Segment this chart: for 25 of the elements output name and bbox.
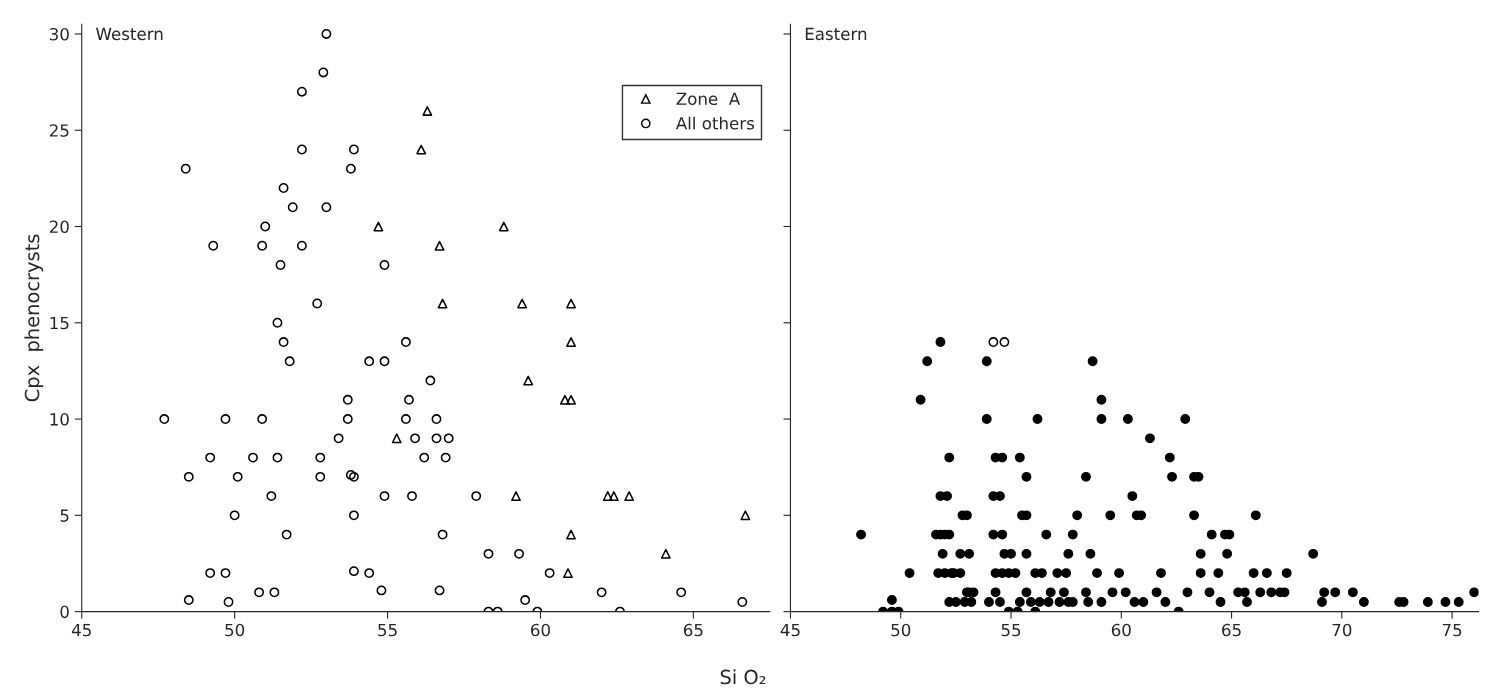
- y-tick-label: 15: [50, 316, 69, 330]
- y-tick-label: 20: [49, 220, 69, 234]
- x-tick-label: 45: [71, 623, 91, 637]
- x-tick-label: 55: [378, 623, 397, 637]
- x-axis-title: Si O₂: [720, 669, 766, 685]
- chart-title: Western: [96, 27, 163, 41]
- x-tick-label: 70: [1332, 623, 1352, 637]
- x-tick-label: 60: [531, 623, 550, 637]
- x-tick-label: 55: [1001, 623, 1021, 637]
- legend-label: Zone A: [676, 92, 741, 106]
- y-tick-label: 25: [49, 124, 69, 137]
- x-tick-label: 75: [1442, 623, 1462, 637]
- x-tick-label: 65: [683, 623, 703, 637]
- chart-title: Eastern: [805, 27, 867, 41]
- x-tick-label: 50: [891, 623, 911, 637]
- y-tick-label: 0: [60, 605, 69, 619]
- x-tick-label: 60: [1111, 623, 1131, 637]
- y-tick-label: 30: [49, 27, 69, 41]
- y-axis-title: Cpx phenocrysts: [24, 234, 44, 402]
- x-tick-label: 50: [225, 623, 245, 637]
- y-tick-label: 10: [50, 413, 69, 426]
- x-tick-label: 65: [1222, 623, 1241, 637]
- y-tick-label: 5: [60, 509, 69, 522]
- legend-label: All others: [675, 116, 755, 130]
- x-tick-label: 45: [780, 623, 800, 637]
